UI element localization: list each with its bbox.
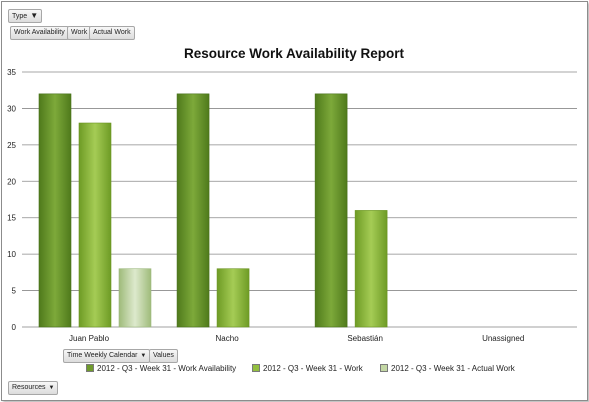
legend-item-actual-work: 2012 - Q3 - Week 31 - Actual Work [380,364,515,373]
legend-field-label: Actual Work [93,29,131,36]
y-tick-label: 5 [12,287,17,296]
legend-label: 2012 - Q3 - Week 31 - Actual Work [391,364,515,373]
legend-item-work: 2012 - Q3 - Week 31 - Work [252,364,363,373]
time-field-label: Time Weekly Calendar [67,352,138,359]
y-tick-label: 0 [12,323,17,332]
legend-swatch [252,364,260,372]
legend-field-work[interactable]: Work [67,26,92,40]
filter-icon[interactable]: ▼ [30,11,39,20]
values-field-label: Values [153,352,174,359]
legend-label: 2012 - Q3 - Week 31 - Work [263,364,363,373]
x-tick-label: Sebastián [347,334,383,343]
y-tick-label: 20 [7,177,16,186]
y-axis-ticks: 0 5 10 15 20 25 30 35 [7,68,16,332]
x-tick-label: Juan Pablo [69,334,110,343]
type-field-button[interactable]: Type ▼ [8,9,43,23]
bar [314,93,348,328]
legend-field-work-availability[interactable]: Work Availability [10,26,69,40]
bar [78,122,112,328]
bar [354,210,388,328]
legend-field-actual-work[interactable]: Actual Work [89,26,135,40]
type-field-label: Type [12,13,28,20]
dropdown-arrow-icon[interactable]: ▼ [48,385,55,391]
time-field-button[interactable]: Time Weekly Calendar ▼ [63,349,151,363]
y-tick-label: 25 [7,141,16,150]
legend-field-label: Work [71,29,88,36]
x-axis-ticks: Juan Pablo Nacho Sebastián Unassigned [69,334,524,343]
legend-swatch [86,364,94,372]
y-tick-label: 10 [7,250,16,259]
bars [38,93,388,328]
bar [216,268,250,328]
bar [118,268,152,328]
bar [176,93,210,328]
bar [38,93,72,328]
resources-field-label: Resources [12,384,46,391]
x-tick-label: Nacho [216,334,240,343]
dropdown-arrow-icon[interactable]: ▼ [140,353,147,359]
y-tick-label: 35 [7,68,16,77]
values-field-button[interactable]: Values [149,349,178,363]
chart-title: Resource Work Availability Report [184,46,405,61]
y-tick-label: 30 [7,104,16,113]
y-tick-label: 15 [7,214,16,223]
legend-item-work-availability: 2012 - Q3 - Week 31 - Work Availability [86,364,236,373]
legend-label: 2012 - Q3 - Week 31 - Work Availability [97,364,237,373]
legend-swatch [380,364,388,372]
gridlines [22,71,577,328]
legend-field-label: Work Availability [14,29,65,36]
resources-field-button[interactable]: Resources ▼ [8,381,59,395]
x-tick-label: Unassigned [482,334,524,343]
